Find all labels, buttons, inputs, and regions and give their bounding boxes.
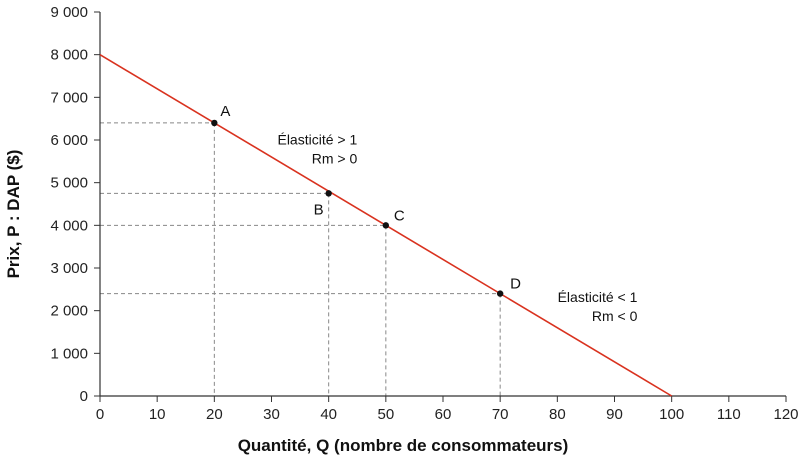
x-tick-label: 120 [773,406,798,423]
y-tick-label: 1 000 [50,345,88,362]
dashed-guides [100,122,501,396]
x-tick-label: 20 [206,406,223,423]
axes [99,12,786,397]
y-tick-label: 4 000 [50,217,88,234]
y-ticks: 0 1 000 2 000 3 000 4 000 5 000 6 000 7 000 8 00… [50,4,100,405]
y-tick-label: 3 000 [50,260,88,277]
x-tick-label: 100 [659,406,684,423]
point-b [325,190,332,197]
x-tick-label: 80 [549,406,566,423]
x-tick-label: 10 [149,406,166,423]
y-tick-label: 9 000 [50,4,88,21]
x-tick-label: 30 [263,406,280,423]
annotations: Élasticité > 1 Rm > 0 Élasticité < 1 Rm < 0 [277,131,637,324]
x-tick-label: 110 [717,406,741,423]
point-c [382,222,390,229]
data-points: A B C D [211,103,521,297]
point-label-a: A [220,103,230,120]
annotation-0-line-0: Élasticité > 1 [277,131,357,147]
x-tick-label: 0 [96,406,104,423]
point-label-b: B [314,201,324,218]
x-axis-title: Quantité, Q (nombre de consommateurs) [238,436,569,455]
point-d [496,290,504,297]
annotation-1-line-0: Élasticité < 1 [558,289,638,305]
point-a [211,119,218,127]
y-tick-label: 0 [80,388,88,405]
point-label-d: D [510,276,521,293]
annotation-0-line-1: Rm > 0 [312,150,358,166]
x-tick-label: 60 [435,406,452,423]
y-tick-label: 7 000 [50,89,88,106]
y-tick-label: 8 000 [50,47,88,64]
y-tick-label: 2 000 [50,303,88,320]
x-ticks: 0 10 20 30 40 50 60 70 80 90 100 110 120 [96,396,799,423]
annotation-1-line-1: Rm < 0 [592,308,638,324]
point-label-c: C [394,207,405,224]
x-tick-label: 40 [320,406,337,423]
y-tick-label: 5 000 [50,175,88,192]
y-tick-label: 6 000 [50,132,88,149]
x-tick-label: 70 [492,406,509,423]
x-tick-label: 90 [606,406,623,423]
y-axis-title: Prix, P : DAP ($) [4,150,23,279]
x-tick-label: 50 [377,406,394,423]
